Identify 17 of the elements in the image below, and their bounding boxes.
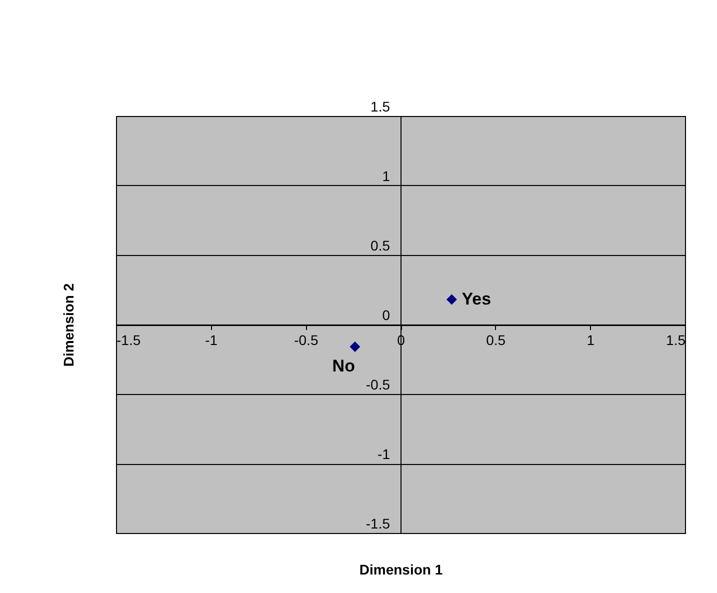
x-axis-title: Dimension 1 <box>359 562 443 578</box>
annotation: No <box>332 356 355 376</box>
x-tick-label: -0.5 <box>294 332 318 348</box>
y-tick-label: 0 <box>382 307 390 323</box>
x-tick-label: -1 <box>205 332 218 348</box>
y-tick-label: 0.5 <box>370 238 390 254</box>
y-axis-title: Dimension 2 <box>60 283 76 367</box>
y-tick-label: 1 <box>382 168 390 184</box>
y-tick-label: -1 <box>378 446 390 462</box>
annotation: Yes <box>462 289 492 308</box>
x-tick-label: -1.5 <box>116 332 141 348</box>
y-tick-label: 1.5 <box>370 98 390 114</box>
y-tick-label: -1.5 <box>366 516 390 532</box>
x-tick-label: 1 <box>586 332 595 348</box>
x-tick-label: 1.5 <box>666 332 686 348</box>
x-tick-label: 0.5 <box>486 332 506 348</box>
y-tick-label: -0.5 <box>366 376 390 392</box>
